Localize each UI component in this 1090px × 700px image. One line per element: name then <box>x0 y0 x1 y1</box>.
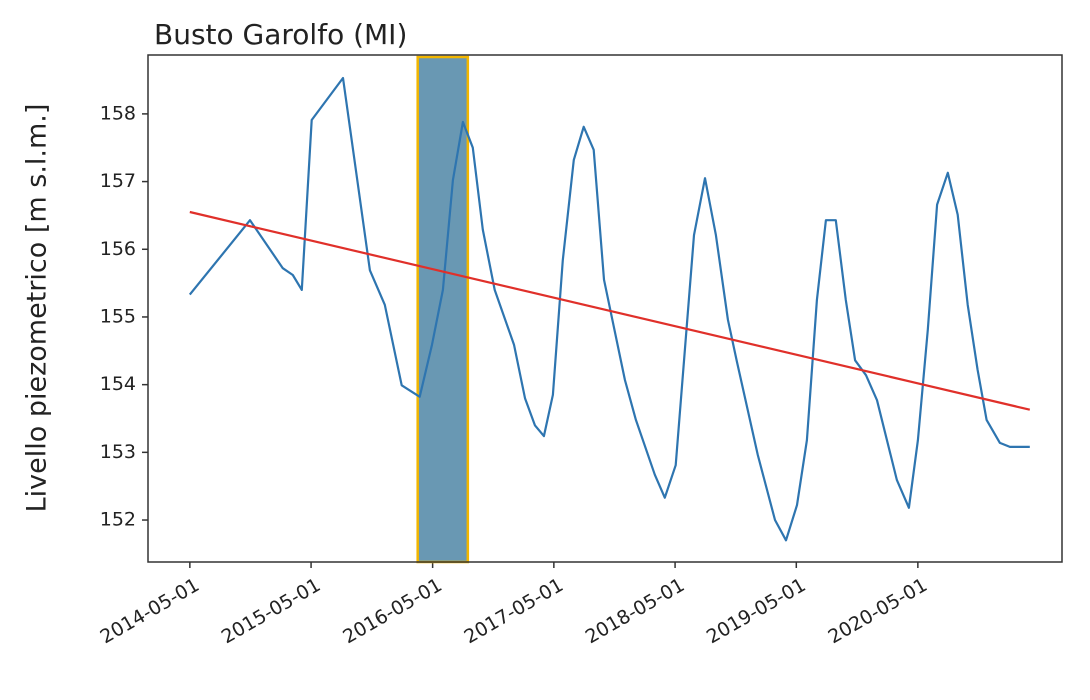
x-tick-label: 2015-05-01 <box>218 574 325 648</box>
x-tick-label: 2014-05-01 <box>96 574 203 648</box>
y-axis-label: Livello piezometrico [m s.l.m.] <box>22 104 53 513</box>
y-tick-label: 153 <box>100 441 136 463</box>
x-tick-label: 2016-05-01 <box>339 574 446 648</box>
x-tick-label: 2019-05-01 <box>703 574 810 648</box>
y-tick-label: 156 <box>100 238 136 260</box>
line <box>189 210 1031 411</box>
y-tick-label: 155 <box>100 305 136 327</box>
x-tick-label: 2017-05-01 <box>460 574 567 648</box>
x-tick-label: 2018-05-01 <box>582 574 689 648</box>
y-tick-label: 158 <box>100 102 136 124</box>
plot-frame <box>147 54 1063 563</box>
chart-title: Busto Garolfo (MI) <box>154 18 407 51</box>
y-tick-label: 154 <box>100 373 136 395</box>
x-tick-label: 2020-05-01 <box>824 574 931 648</box>
line <box>188 76 1030 542</box>
y-tick-label: 157 <box>100 170 136 192</box>
y-tick-label: 152 <box>100 509 136 531</box>
